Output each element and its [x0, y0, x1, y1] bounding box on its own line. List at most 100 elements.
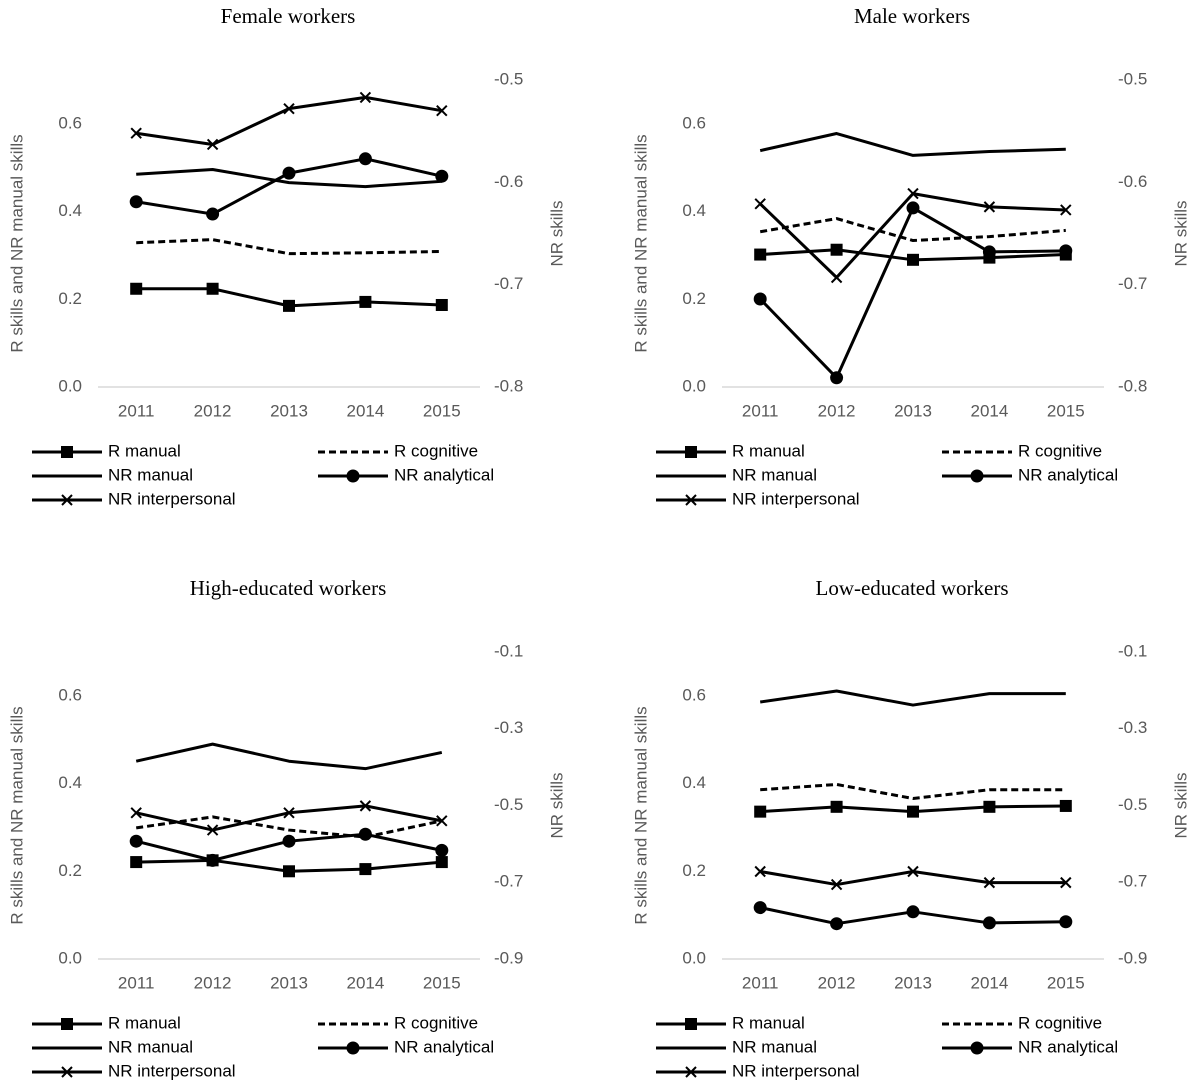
y-tick-label: 0.2 [682, 289, 706, 308]
y-tick-label: 0.0 [58, 376, 82, 395]
marker-square [907, 805, 919, 818]
marker-circle [830, 371, 844, 385]
x-tick-label: 2014 [970, 973, 1008, 992]
marker-circle [129, 195, 143, 209]
x-tick-label: 2012 [818, 973, 856, 992]
legend-label: NR manual [108, 465, 193, 484]
marker-circle [753, 292, 767, 306]
x-tick-label: 2015 [1047, 973, 1085, 992]
y-tick-label: 0.6 [682, 113, 706, 132]
x-tick-label: 2013 [894, 401, 932, 420]
x-tick-label: 2014 [346, 973, 384, 992]
marker-circle [982, 916, 996, 930]
series-line [135, 815, 443, 839]
marker-circle [358, 827, 372, 841]
y-axis-title: R skills and NR manual skills [7, 706, 26, 924]
y-tick-label: 0.6 [682, 685, 706, 704]
marker-square [283, 299, 295, 312]
x-tick-label: 2011 [742, 401, 779, 420]
marker-circle [435, 843, 449, 857]
marker-square [754, 248, 767, 261]
marker-circle [830, 917, 844, 931]
y-tick-label: 0.2 [58, 861, 82, 880]
chart-title: High-educated workers [190, 576, 387, 600]
y-tick-label: 0.2 [58, 289, 82, 308]
y2-tick-label: -0.5 [1118, 795, 1147, 814]
x-tick-label: 2011 [118, 973, 155, 992]
marker-x [61, 494, 73, 506]
chart-title: Female workers [221, 4, 356, 28]
x-tick-label: 2012 [818, 401, 856, 420]
x-tick-label: 2013 [894, 973, 932, 992]
marker-square [907, 253, 919, 266]
series-line [759, 132, 1066, 157]
y2-axis-title: NR skills [547, 200, 566, 266]
y2-tick-label: -0.5 [494, 795, 523, 814]
y2-tick-label: -0.1 [494, 641, 523, 660]
marker-circle [906, 905, 920, 919]
marker-square [359, 295, 372, 308]
x-tick-label: 2015 [1047, 401, 1085, 420]
marker-x [830, 271, 843, 284]
y-tick-label: 0.6 [58, 113, 82, 132]
y2-tick-label: -0.8 [1118, 376, 1147, 395]
marker-circle [282, 166, 296, 180]
marker-x [130, 807, 142, 819]
y2-tick-label: -0.7 [1118, 274, 1147, 293]
marker-x [436, 104, 448, 117]
x-tick-label: 2015 [423, 401, 461, 420]
marker-circle [435, 169, 449, 183]
y-tick-label: 0.4 [682, 201, 706, 220]
series-line [759, 689, 1066, 707]
marker-x [907, 865, 919, 878]
marker-x [283, 807, 295, 819]
legend-label: NR interpersonal [108, 489, 236, 508]
y2-axis-title: NR skills [1171, 772, 1190, 838]
x-tick-label: 2012 [194, 401, 232, 420]
marker-x [754, 865, 766, 878]
legend-label: R manual [108, 1013, 181, 1032]
x-tick-label: 2013 [270, 401, 308, 420]
marker-x [206, 138, 219, 151]
y2-tick-label: -0.7 [494, 274, 523, 293]
y2-tick-label: -0.3 [494, 718, 523, 737]
y2-tick-label: -0.3 [1118, 718, 1147, 737]
marker-square [130, 856, 143, 869]
marker-circle [906, 201, 920, 215]
marker-circle [1059, 915, 1073, 929]
x-tick-label: 2014 [970, 401, 1008, 420]
legend-label: NR interpersonal [732, 1061, 860, 1080]
marker-square [983, 800, 996, 813]
y2-tick-label: -0.7 [1118, 872, 1147, 891]
marker-square [830, 243, 843, 256]
legend-label: NR interpersonal [108, 1061, 236, 1080]
marker-x [436, 815, 448, 827]
marker-circle [346, 1041, 360, 1055]
marker-x [206, 824, 219, 836]
y-tick-label: 0.0 [682, 376, 706, 395]
y2-tick-label: -0.5 [1118, 69, 1147, 88]
y-tick-label: 0.4 [58, 773, 82, 792]
y2-tick-label: -0.9 [1118, 948, 1147, 967]
x-tick-label: 2014 [346, 401, 384, 420]
legend-label: NR manual [732, 465, 817, 484]
y2-tick-label: -0.1 [1118, 641, 1147, 660]
marker-circle [358, 152, 372, 166]
marker-square [754, 805, 767, 818]
marker-square [830, 800, 843, 813]
marker-x [1060, 204, 1072, 216]
marker-square [685, 1018, 697, 1030]
marker-circle [206, 207, 220, 221]
series-line [135, 742, 443, 771]
legend-label: NR analytical [1018, 465, 1118, 484]
marker-circle [1059, 244, 1073, 258]
marker-square [359, 863, 372, 876]
legend-label: NR interpersonal [732, 489, 860, 508]
chart-panel: Female workers R skills and NR manual ski… [7, 4, 566, 509]
marker-square [206, 282, 219, 295]
marker-x [359, 91, 372, 104]
legend-label: R cognitive [1018, 441, 1102, 460]
series-line [136, 238, 442, 256]
